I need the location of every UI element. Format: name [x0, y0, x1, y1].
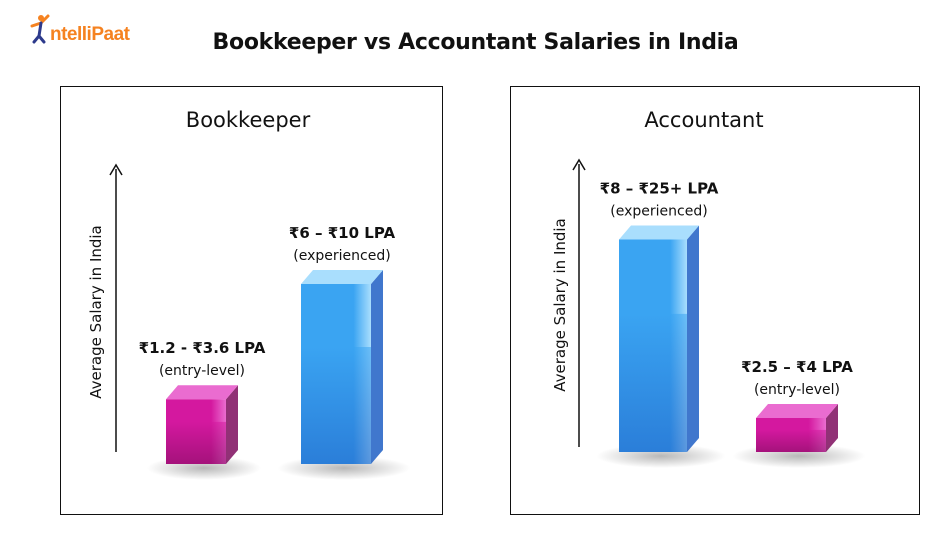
bar-shading	[301, 347, 371, 464]
chart-accountant: Accountant Average Salary in India ₹8 – ₹2…	[551, 108, 866, 468]
data-label-experienced: ₹8 – ₹25+ LPA	[600, 180, 719, 198]
bar-experienced	[277, 270, 411, 480]
chart-title-accountant: Accountant	[644, 108, 763, 132]
bar-top-face	[301, 270, 383, 284]
data-label-experienced: ₹6 – ₹10 LPA	[289, 224, 396, 242]
logo-wordmark: ntelliPaat	[50, 24, 131, 45]
bar-top-face	[166, 385, 238, 400]
chart-panel-accountant: Accountant Average Salary in India ₹8 – ₹2…	[510, 86, 920, 515]
y-axis-label: Average Salary in India	[87, 225, 105, 399]
bar-experienced	[596, 225, 726, 468]
bar-entry-level	[732, 404, 866, 468]
bar-entry-level	[147, 385, 261, 480]
bar-top-face	[756, 404, 838, 418]
page-title: Bookkeeper vs Accountant Salaries in Ind…	[212, 30, 739, 55]
chart-panel-bookkeeper: Bookkeeper Average Salary in India ₹1.2 - …	[60, 86, 443, 515]
chart-bookkeeper: Bookkeeper Average Salary in India ₹1.2 - …	[87, 108, 411, 480]
intellipaat-logo: ntelliPaat	[22, 10, 152, 50]
bar-side-face	[826, 404, 838, 452]
bar-shading	[619, 313, 687, 452]
chart-title-bookkeeper: Bookkeeper	[186, 108, 311, 132]
y-axis-label: Average Salary in India	[551, 218, 569, 392]
bar-side-face	[371, 270, 383, 464]
y-axis-arrow-icon	[109, 163, 123, 176]
data-sublabel-experienced: (experienced)	[610, 204, 707, 220]
bar-shading	[756, 429, 826, 452]
data-sublabel-experienced: (experienced)	[293, 248, 390, 264]
data-label-entry-level: ₹2.5 – ₹4 LPA	[741, 358, 853, 376]
bar-shading	[166, 421, 226, 464]
data-sublabel-entry-level: (entry-level)	[754, 382, 840, 398]
bar-side-face	[226, 385, 238, 464]
bar-side-face	[687, 225, 699, 452]
data-label-entry-level: ₹1.2 - ₹3.6 LPA	[139, 339, 266, 357]
y-axis-arrow-icon	[572, 158, 586, 171]
bar-top-face	[619, 225, 699, 240]
logo-figure-icon	[30, 14, 50, 44]
data-sublabel-entry-level: (entry-level)	[159, 363, 245, 379]
